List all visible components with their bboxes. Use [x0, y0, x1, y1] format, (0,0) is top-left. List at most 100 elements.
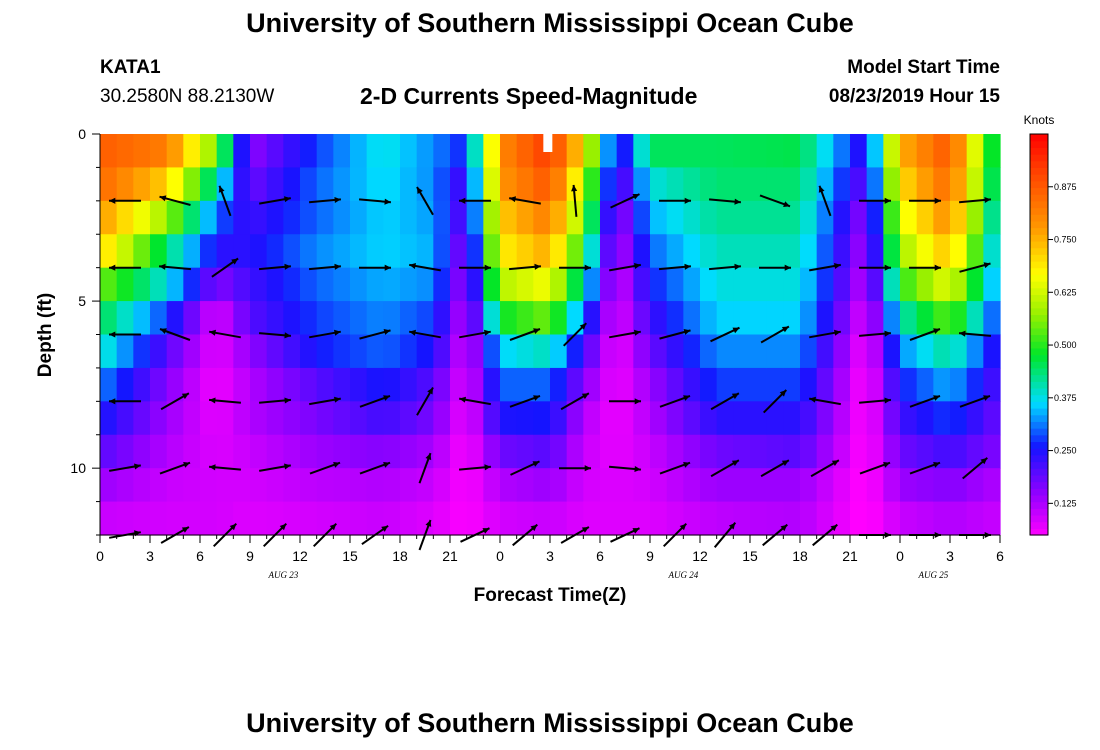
heatmap-cell [316, 301, 334, 336]
colorbar-segment [1030, 234, 1048, 242]
heatmap-cell [700, 267, 718, 302]
heatmap-cell [450, 401, 468, 436]
heatmap-cell [233, 301, 251, 336]
colorbar-segment [1030, 287, 1048, 295]
page-title: University of Southern Mississippi Ocean… [246, 8, 854, 38]
heatmap-cell [466, 167, 484, 202]
heatmap-cell [966, 267, 984, 302]
heatmap-cell [750, 334, 768, 369]
heatmap-cell [466, 267, 484, 302]
heatmap-cell [450, 234, 468, 269]
current-vector [810, 459, 840, 478]
current-vector [259, 463, 291, 472]
heatmap-cell [350, 434, 368, 469]
heatmap-cell [850, 334, 868, 369]
heatmap-cell [733, 401, 751, 436]
heatmap-cell [250, 334, 268, 369]
heatmap-cell [150, 468, 168, 503]
heatmap-cell [883, 367, 901, 402]
heatmap-cell [383, 134, 401, 169]
heatmap-cell [516, 234, 534, 269]
heatmap-cell [883, 200, 901, 235]
heatmap-cell [616, 401, 634, 436]
heatmap-cell [366, 267, 384, 302]
colorbar-segment [1030, 214, 1048, 222]
heatmap-cell [983, 200, 1001, 235]
heatmap-cell [200, 334, 218, 369]
current-vector [659, 461, 691, 475]
heatmap-cell [933, 267, 951, 302]
heatmap-cell [333, 134, 351, 169]
heatmap-cell [833, 401, 851, 436]
current-vector [359, 264, 391, 271]
heatmap-cell [550, 301, 568, 336]
heatmap-cell [883, 134, 901, 169]
current-vector [809, 396, 841, 406]
heatmap-cell [483, 301, 501, 336]
heatmap-cell [650, 167, 668, 202]
x-axis-label: Forecast Time(Z) [473, 585, 627, 606]
heatmap-cell [350, 468, 368, 503]
colorbar-segment [1030, 301, 1048, 309]
heatmap-cell [566, 200, 584, 235]
heatmap-cell [950, 334, 968, 369]
colorbar-tick-label: 0.250 [1054, 446, 1077, 456]
colorbar-segment [1030, 514, 1048, 523]
heatmap-cell [100, 334, 118, 369]
heatmap-cell [316, 334, 334, 369]
heatmap-cell [266, 468, 284, 503]
heatmap-cell [100, 167, 118, 202]
heatmap-cell [800, 167, 818, 202]
heatmap-cell [333, 468, 351, 503]
heatmap-cell [283, 167, 301, 202]
heatmap-cell [550, 401, 568, 436]
heatmap-cell [566, 167, 584, 202]
heatmap-cell [416, 434, 434, 469]
heatmap-cell [300, 301, 318, 336]
heatmap-cell [500, 434, 518, 469]
colorbar-tick-label: 0.500 [1054, 340, 1077, 350]
heatmap-cell [950, 267, 968, 302]
heatmap-cell [700, 367, 718, 402]
heatmap-cell [900, 234, 918, 269]
heatmap-cell [350, 134, 368, 169]
heatmap-cell [383, 200, 401, 235]
colorbar-tick-label: 0.750 [1054, 235, 1077, 245]
y-tick-label: 5 [78, 293, 86, 309]
x-tick-label: 21 [442, 548, 458, 564]
heatmap-cell [633, 501, 651, 536]
heatmap-cell [183, 167, 201, 202]
heatmap-cell [266, 367, 284, 402]
heatmap-cell [100, 267, 118, 302]
current-vector [416, 186, 434, 216]
current-vector [710, 459, 740, 478]
heatmap-cell [566, 234, 584, 269]
heatmap-cell [116, 167, 134, 202]
heatmap-cell [266, 200, 284, 235]
colorbar-segment [1030, 314, 1048, 322]
heatmap-cell [433, 501, 451, 536]
heatmap-cell [550, 334, 568, 369]
heatmap-cell [366, 401, 384, 436]
heatmap-cell [716, 234, 734, 269]
heatmap-cell [133, 434, 151, 469]
heatmap-cell [433, 434, 451, 469]
colorbar-segment [1030, 374, 1048, 382]
colorbar-segment [1030, 421, 1048, 429]
heatmap-cell [516, 134, 534, 169]
heatmap-cell [133, 234, 151, 269]
heatmap-cell [350, 501, 368, 536]
heatmap-cell [600, 367, 618, 402]
heatmap-cell [666, 267, 684, 302]
heatmap-cell [816, 334, 834, 369]
heatmap-cell [500, 267, 518, 302]
heatmap-cell [216, 434, 234, 469]
heatmap-cell [666, 301, 684, 336]
heatmap-cell [616, 234, 634, 269]
heatmap-cell [466, 401, 484, 436]
heatmap-cell [933, 134, 951, 169]
heatmap-cell [250, 501, 268, 536]
heatmap-cell [300, 134, 318, 169]
colorbar-segment [1030, 154, 1048, 162]
